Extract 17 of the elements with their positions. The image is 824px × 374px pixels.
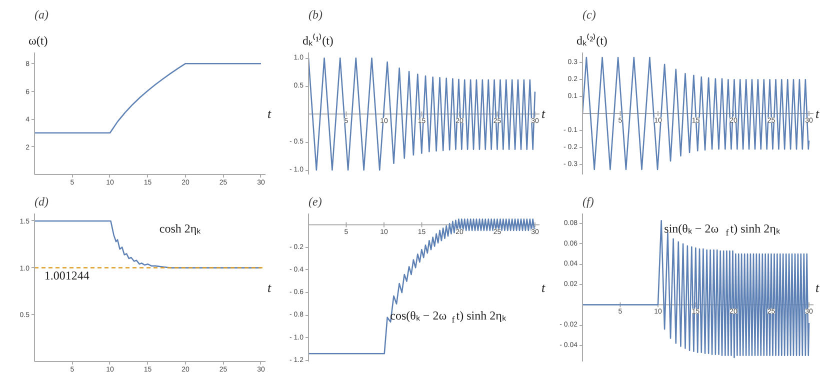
y-axis-title: dₖ⁽¹⁾(t) — [302, 34, 334, 48]
chart-title: (f) — [582, 194, 594, 208]
x-axis-title: t — [268, 106, 272, 121]
chart-title: (e) — [308, 194, 322, 208]
chart-title: (b) — [308, 8, 322, 22]
chart-title: (d) — [34, 194, 48, 208]
x-axis-title: t — [816, 106, 820, 121]
x-axis-title: t — [268, 280, 272, 295]
annotation: cosh 2ηₖ — [159, 221, 202, 236]
x-axis-title: t — [816, 280, 820, 295]
ref-line-label: 1.001244 — [44, 268, 90, 283]
y-axis-title: ω(t) — [28, 34, 48, 48]
chart-title: (a) — [34, 8, 48, 22]
x-axis-title: t — [542, 280, 546, 295]
x-axis-title: t — [542, 106, 546, 121]
chart-title: (c) — [582, 8, 596, 22]
y-axis-title: dₖ⁽²⁾(t) — [576, 34, 608, 48]
